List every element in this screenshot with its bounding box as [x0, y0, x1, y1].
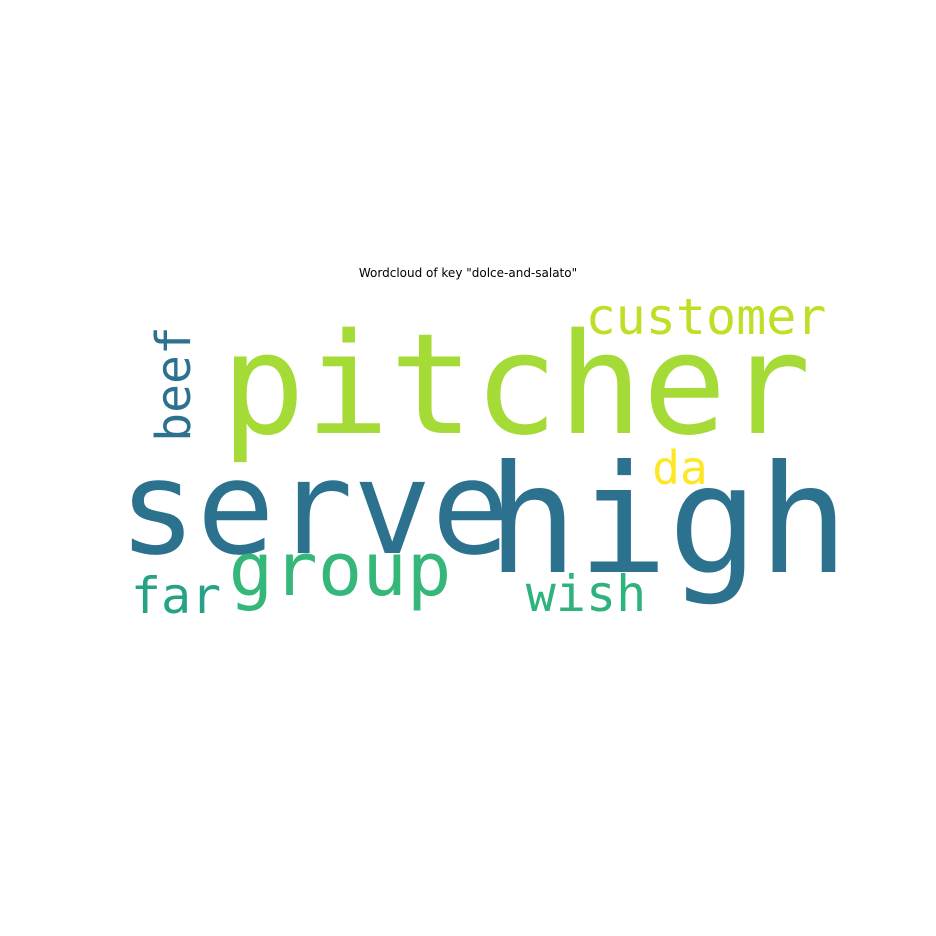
- word-high: high: [487, 434, 848, 608]
- word-wish: wish: [526, 565, 646, 623]
- word-serve: serve: [118, 432, 509, 584]
- word-customer: customer: [586, 288, 827, 346]
- word-beef: beef: [146, 326, 202, 442]
- figure-title: Wordcloud of key "dolce-and-salato": [358, 266, 578, 280]
- word-da: da: [652, 441, 707, 495]
- word-pitcher: pitcher: [221, 304, 811, 467]
- word-group: group: [229, 527, 452, 613]
- word-far: far: [131, 567, 221, 625]
